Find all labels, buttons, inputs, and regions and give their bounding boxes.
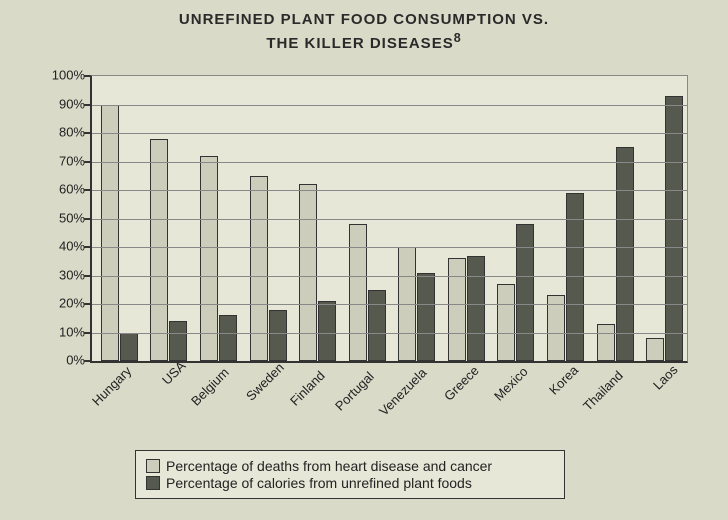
bar-deaths	[150, 139, 168, 361]
grid-line	[92, 276, 687, 277]
x-tick-label: Portugal	[332, 368, 377, 413]
bar-deaths	[349, 224, 367, 361]
y-tick-label: 0%	[40, 353, 85, 368]
y-tick-label: 40%	[40, 239, 85, 254]
bar-deaths	[646, 338, 664, 361]
bar-plants	[616, 147, 634, 361]
x-tick-label: Hungary	[89, 363, 134, 408]
y-tick-label: 70%	[40, 153, 85, 168]
bar-plants	[665, 96, 683, 361]
y-tick-label: 50%	[40, 210, 85, 225]
x-tick-label: Venezuela	[376, 365, 430, 419]
bar-deaths	[597, 324, 615, 361]
bar-deaths	[497, 284, 515, 361]
legend-label-plants: Percentage of calories from unrefined pl…	[166, 475, 472, 491]
plot-area	[90, 75, 688, 363]
grid-line	[92, 333, 687, 334]
y-tick-label: 90%	[40, 96, 85, 111]
grid-line	[92, 247, 687, 248]
x-tick-label: Laos	[650, 362, 681, 393]
y-tick-label: 100%	[40, 68, 85, 83]
bar-deaths	[448, 258, 466, 361]
bar-plants	[120, 333, 138, 362]
bar-plants	[269, 310, 287, 361]
legend-swatch-dark	[146, 476, 160, 490]
y-tick-label: 80%	[40, 125, 85, 140]
x-tick-label: Sweden	[243, 359, 287, 403]
bar-deaths	[299, 184, 317, 361]
y-tick-label: 30%	[40, 267, 85, 282]
bar-plants	[467, 256, 485, 361]
y-tick-label: 60%	[40, 182, 85, 197]
y-tick-label: 20%	[40, 296, 85, 311]
grid-line	[92, 133, 687, 134]
grid-line	[92, 162, 687, 163]
bar-plants	[516, 224, 534, 361]
legend-swatch-light	[146, 459, 160, 473]
chart-title: UNREFINED PLANT FOOD CONSUMPTION VS. THE…	[0, 0, 728, 53]
legend-item-plants: Percentage of calories from unrefined pl…	[146, 475, 554, 491]
bar-plants	[417, 273, 435, 361]
bar-plants	[219, 315, 237, 361]
bar-plants	[318, 301, 336, 361]
grid-line	[92, 105, 687, 106]
grid-line	[92, 190, 687, 191]
x-tick-label: Korea	[546, 363, 581, 398]
legend-label-deaths: Percentage of deaths from heart disease …	[166, 458, 492, 474]
bar-deaths	[101, 105, 119, 362]
x-tick-label: Finland	[287, 367, 328, 408]
chart-container: UNREFINED PLANT FOOD CONSUMPTION VS. THE…	[0, 0, 728, 520]
x-tick-label: Thailand	[580, 367, 626, 413]
title-line2: THE KILLER DISEASES	[266, 35, 453, 52]
grid-line	[92, 304, 687, 305]
bar-deaths	[200, 156, 218, 361]
grid-line	[92, 219, 687, 220]
title-sup: 8	[454, 31, 462, 45]
title-line1: UNREFINED PLANT FOOD CONSUMPTION VS.	[179, 11, 549, 28]
legend: Percentage of deaths from heart disease …	[135, 450, 565, 499]
bar-plants	[368, 290, 386, 361]
bar-deaths	[547, 295, 565, 361]
bar-plants	[169, 321, 187, 361]
legend-item-deaths: Percentage of deaths from heart disease …	[146, 458, 554, 474]
x-tick-label: Belgium	[188, 364, 232, 408]
y-tick-label: 10%	[40, 324, 85, 339]
x-tick-label: Greece	[441, 362, 482, 403]
x-tick-label: Mexico	[491, 363, 531, 403]
